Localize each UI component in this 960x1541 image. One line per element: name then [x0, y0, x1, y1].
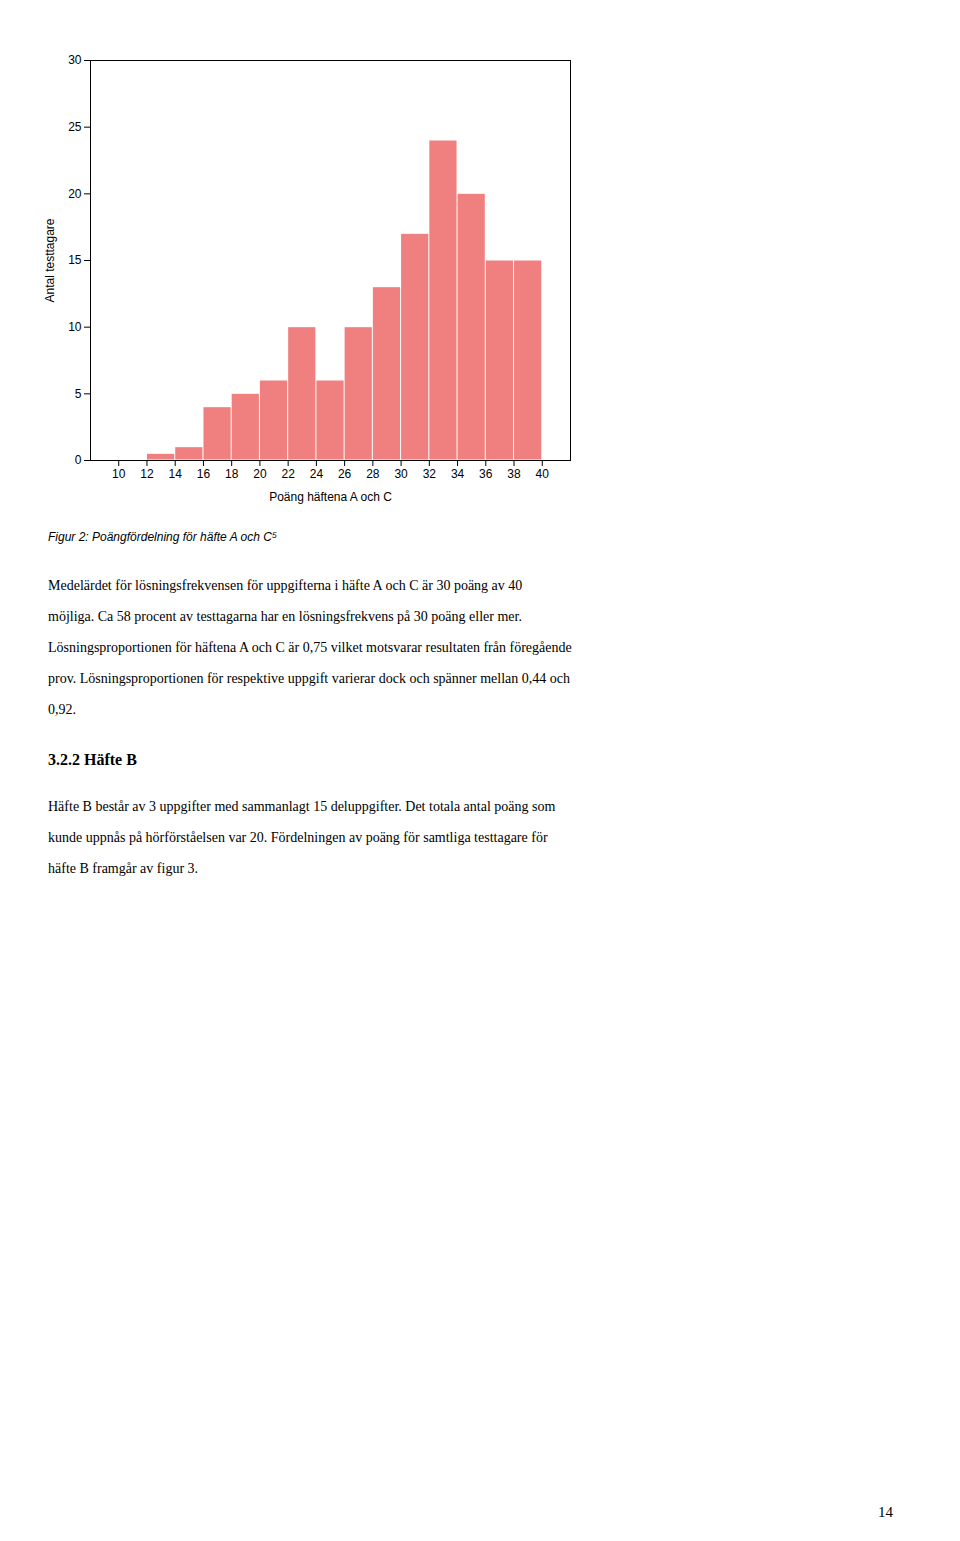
svg-text:20: 20 — [68, 187, 82, 201]
html-text:kunde uppnås på hörförståelsen: kunde uppnås på hörförståelsen var 20. F… — [48, 830, 548, 845]
svg-text:22: 22 — [281, 467, 295, 481]
html-text:Figur 2: Poängfördelning för h: Figur 2: Poängfördelning för häfte A och… — [48, 530, 277, 544]
html-text:Lösningsproportionen för häfte: Lösningsproportionen för häftena A och C… — [48, 640, 572, 655]
html-text:möjliga. Ca 58 procent av test: möjliga. Ca 58 procent av testtagarna ha… — [48, 609, 522, 624]
svg-text:Poäng häftena A och C: Poäng häftena A och C — [269, 490, 392, 504]
svg-text:Antal testtagare: Antal testtagare — [43, 218, 57, 302]
html-text:0,92.: 0,92. — [48, 702, 76, 717]
svg-text:5: 5 — [75, 387, 82, 401]
svg-text:18: 18 — [225, 467, 239, 481]
svg-text:28: 28 — [366, 467, 380, 481]
svg-text:38: 38 — [507, 467, 521, 481]
svg-text:24: 24 — [310, 467, 324, 481]
svg-text:26: 26 — [338, 467, 352, 481]
svg-text:12: 12 — [140, 467, 154, 481]
svg-text:40: 40 — [536, 467, 550, 481]
html-text:Häfte B består av 3 uppgifter: Häfte B består av 3 uppgifter med samman… — [48, 799, 556, 814]
svg-text:20: 20 — [253, 467, 267, 481]
svg-text:10: 10 — [68, 320, 82, 334]
svg-text:15: 15 — [68, 253, 82, 267]
svg-text:30: 30 — [68, 53, 82, 67]
svg-text:25: 25 — [68, 120, 82, 134]
svg-text:0: 0 — [75, 453, 82, 467]
html-text:14: 14 — [878, 1504, 893, 1520]
svg-text:14: 14 — [169, 467, 183, 481]
html-text:häfte B framgår av figur 3.: häfte B framgår av figur 3. — [48, 861, 199, 876]
html-text:prov. Lösningsproportionen för: prov. Lösningsproportionen för respektiv… — [48, 671, 570, 686]
svg-text:36: 36 — [479, 467, 493, 481]
svg-text:10: 10 — [112, 467, 126, 481]
html-text:Medelärdet för lösningsfrekven: Medelärdet för lösningsfrekvensen för up… — [48, 578, 523, 593]
svg-text:16: 16 — [197, 467, 211, 481]
svg-text:34: 34 — [451, 467, 465, 481]
svg-text:30: 30 — [394, 467, 408, 481]
svg-text:32: 32 — [423, 467, 437, 481]
html-text:3.2.2 Häfte B: 3.2.2 Häfte B — [48, 751, 137, 768]
